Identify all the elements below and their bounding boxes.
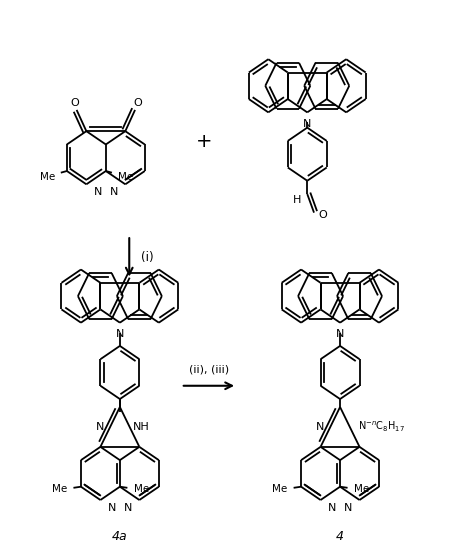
Text: N: N xyxy=(124,503,132,513)
Text: +: + xyxy=(196,131,212,150)
Text: Me: Me xyxy=(354,485,369,495)
Text: N$^{-n}$C$_8$H$_{17}$: N$^{-n}$C$_8$H$_{17}$ xyxy=(358,420,405,434)
Text: 4: 4 xyxy=(336,530,344,543)
Text: O: O xyxy=(133,98,142,108)
Text: N: N xyxy=(344,503,353,513)
Text: Me: Me xyxy=(272,485,287,495)
Text: N: N xyxy=(328,503,336,513)
Text: H: H xyxy=(293,195,301,205)
Text: N: N xyxy=(336,329,344,339)
Text: N: N xyxy=(110,187,118,197)
Text: N: N xyxy=(316,422,324,432)
Text: Me: Me xyxy=(118,172,133,182)
Text: O: O xyxy=(70,98,79,108)
Text: Me: Me xyxy=(134,485,149,495)
Text: Me: Me xyxy=(52,485,67,495)
Text: N: N xyxy=(93,187,102,197)
Text: N: N xyxy=(96,422,104,432)
Text: (i): (i) xyxy=(141,251,154,264)
Text: N: N xyxy=(116,329,124,339)
Text: N: N xyxy=(108,503,116,513)
Text: Me: Me xyxy=(40,172,55,182)
Text: N: N xyxy=(303,119,311,129)
Text: (ii), (iii): (ii), (iii) xyxy=(189,364,229,375)
Text: NH: NH xyxy=(133,422,150,432)
Text: O: O xyxy=(319,210,328,220)
Text: 4a: 4a xyxy=(112,530,128,543)
